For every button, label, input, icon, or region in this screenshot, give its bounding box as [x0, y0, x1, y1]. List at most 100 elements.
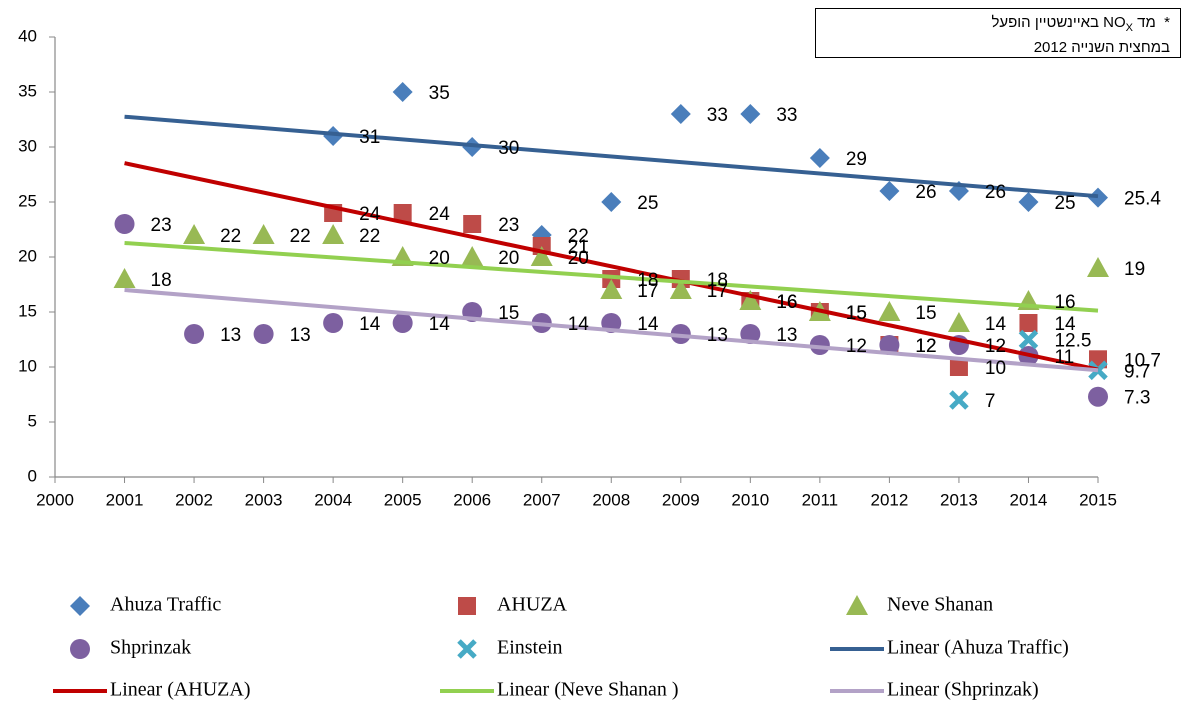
data-label: 20 — [429, 248, 450, 269]
y-tick-label: 5 — [28, 411, 37, 430]
marker — [530, 246, 553, 266]
annotation-text: מד NO — [1103, 14, 1156, 31]
data-label: 25 — [637, 193, 658, 214]
data-label: 9.7 — [1124, 361, 1150, 382]
data-label: 17 — [707, 281, 728, 302]
legend-item: Neve Shanan — [846, 594, 993, 616]
legend-label: Linear (AHUZA) — [110, 679, 251, 701]
annotation-line: במחצית השנייה 2012 — [1033, 39, 1170, 56]
annotation-text: באיינשטיין הופעל — [991, 14, 1104, 31]
data-label: 26 — [985, 182, 1006, 203]
data-label: 14 — [1054, 314, 1076, 335]
data-label: 14 — [985, 314, 1007, 335]
data-label: 25.4 — [1124, 189, 1161, 210]
legend-label: Linear (Ahuza Traffic) — [887, 637, 1069, 659]
y-tick-label: 15 — [18, 301, 37, 320]
legend-label: Shprinzak — [110, 637, 191, 659]
data-label: 24 — [359, 204, 381, 225]
marker — [1019, 314, 1038, 332]
marker — [113, 268, 136, 288]
y-tick-label: 10 — [18, 356, 37, 375]
x-tick-label: 2014 — [1010, 490, 1048, 509]
legend-item: Ahuza Traffic — [70, 594, 221, 616]
marker — [70, 639, 90, 659]
data-label: 18 — [151, 270, 172, 291]
x-tick-label: 2012 — [870, 490, 908, 509]
trendline — [124, 161, 1099, 372]
marker — [670, 104, 691, 124]
data-label: 14 — [637, 314, 659, 335]
y-tick-label: 25 — [18, 191, 37, 210]
marker — [600, 279, 623, 299]
marker — [70, 596, 90, 616]
x-tick-label: 2009 — [662, 490, 700, 509]
data-label: 13 — [220, 325, 241, 346]
legend-item: Linear (Ahuza Traffic) — [830, 637, 1069, 659]
data-label: 14 — [359, 314, 381, 335]
x-tick-label: 2000 — [36, 490, 74, 509]
trendline — [124, 287, 1099, 373]
x-tick-label: 2015 — [1079, 490, 1117, 509]
x-tick-label: 2010 — [731, 490, 769, 509]
marker — [1088, 360, 1108, 381]
data-label: 31 — [359, 127, 380, 148]
data-label: 13 — [707, 325, 728, 346]
x-tick-label: 2004 — [314, 490, 352, 509]
x-tick-label: 2007 — [523, 490, 561, 509]
marker — [392, 313, 413, 333]
data-label: 22 — [359, 226, 380, 247]
data-label: 14 — [568, 314, 590, 335]
data-label: 12.5 — [1054, 331, 1091, 352]
legend-label: Linear (Shprinzak) — [887, 679, 1039, 701]
data-label: 25 — [1054, 193, 1075, 214]
y-tick-label: 0 — [28, 466, 37, 485]
data-label: 16 — [776, 292, 797, 313]
data-label: 12 — [915, 336, 936, 357]
marker — [1088, 187, 1108, 208]
x-tick-label: 2006 — [453, 490, 491, 509]
marker — [740, 324, 761, 344]
data-label: 22 — [220, 226, 241, 247]
data-label: 23 — [151, 215, 172, 236]
data-label: 22 — [290, 226, 311, 247]
data-label: 20 — [568, 248, 589, 269]
data-label: 16 — [776, 292, 797, 313]
marker — [879, 335, 900, 355]
data-label: 13 — [776, 325, 797, 346]
y-tick-label: 35 — [18, 81, 37, 100]
marker — [393, 204, 412, 222]
data-label: 12 — [846, 336, 867, 357]
marker — [114, 214, 135, 234]
data-label: 20 — [498, 248, 519, 269]
legend-item: Linear (Shprinzak) — [830, 679, 1039, 701]
data-label: 12 — [915, 336, 936, 357]
marker — [458, 597, 476, 615]
marker — [184, 324, 205, 344]
data-label: 15 — [846, 303, 867, 324]
legend-item: Einstein — [457, 637, 563, 659]
marker — [322, 224, 345, 244]
annotation-marker: * — [1164, 14, 1170, 31]
trendline — [124, 240, 1099, 313]
x-tick-label: 2003 — [245, 490, 283, 509]
marker — [461, 246, 484, 266]
legend-item: Linear (Neve Shanan ) — [440, 679, 679, 701]
data-label: 10 — [985, 358, 1006, 379]
x-tick-label: 2008 — [592, 490, 630, 509]
data-label: 18 — [707, 270, 728, 291]
data-label: 15 — [846, 303, 867, 324]
legend-item: Shprinzak — [70, 637, 191, 659]
marker — [809, 148, 830, 168]
data-label: 12 — [985, 336, 1006, 357]
legend-label: Linear (Neve Shanan ) — [497, 679, 679, 701]
annotation-sub: X — [1125, 22, 1134, 34]
marker — [1088, 386, 1108, 407]
marker — [323, 313, 344, 333]
data-label: 24 — [429, 204, 451, 225]
data-label: 13 — [290, 325, 311, 346]
marker — [947, 312, 970, 332]
data-label: 35 — [429, 83, 450, 104]
legend-label: Einstein — [497, 637, 563, 659]
marker — [323, 126, 344, 146]
